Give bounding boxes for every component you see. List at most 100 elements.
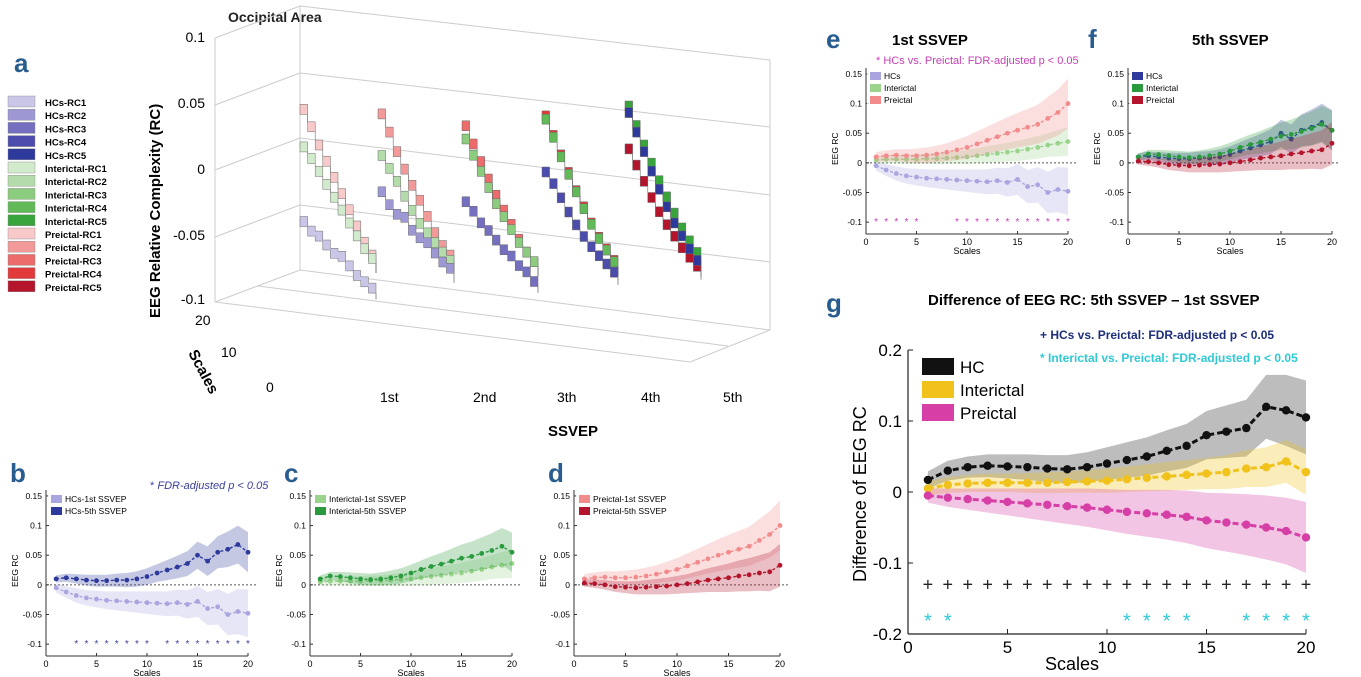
data-point bbox=[974, 153, 980, 159]
panel-f-title: 5th SSVEP bbox=[1192, 32, 1269, 49]
series-line bbox=[875, 165, 1069, 194]
y-tick-label: 0.1 bbox=[30, 521, 42, 531]
data-point bbox=[509, 549, 515, 555]
data-point bbox=[1242, 520, 1251, 529]
significance-marker: * bbox=[196, 639, 200, 650]
data-point bbox=[195, 599, 200, 604]
data-point bbox=[1045, 142, 1051, 148]
data-point bbox=[963, 479, 972, 488]
data-point bbox=[1197, 162, 1202, 168]
data-point bbox=[73, 576, 79, 582]
data-point bbox=[499, 543, 505, 549]
x-axis-label: Scales bbox=[133, 668, 161, 677]
data-point bbox=[581, 580, 587, 586]
legend-label: HCs-RC5 bbox=[45, 151, 87, 162]
data-point bbox=[664, 569, 670, 575]
data-point bbox=[1242, 464, 1251, 473]
y-tick-label: 0.2 bbox=[878, 341, 902, 360]
significance-marker: * bbox=[904, 217, 908, 228]
data-point bbox=[654, 571, 659, 577]
significance-marker: * bbox=[135, 639, 139, 650]
significance-marker-hc-vs-preictal: + bbox=[1142, 574, 1153, 594]
y-tick-label: -0.05 bbox=[23, 610, 43, 620]
significance-marker: * bbox=[955, 217, 959, 228]
legend-label: Preictal-5th SSVEP bbox=[593, 506, 667, 516]
legend-label: HCs-RC2 bbox=[45, 111, 86, 122]
panel-a-ssvep-tick: 1st bbox=[380, 389, 399, 405]
x-axis-label: Scales bbox=[663, 668, 691, 677]
data-point bbox=[1217, 151, 1223, 157]
data-point bbox=[1222, 518, 1231, 527]
panel-e-title: 1st SSVEP bbox=[892, 32, 968, 49]
data-point bbox=[1319, 147, 1325, 153]
y-tick-label: -0.1 bbox=[847, 217, 862, 227]
legend-label: Interictal-RC5 bbox=[45, 217, 107, 228]
data-point bbox=[726, 549, 731, 555]
y-tick-label: -0.2 bbox=[873, 625, 902, 644]
data-point bbox=[1102, 459, 1112, 468]
data-point bbox=[1005, 130, 1010, 136]
data-point bbox=[1262, 523, 1271, 532]
error-band bbox=[584, 543, 780, 595]
panel-letter-c: c bbox=[284, 458, 298, 488]
error-band bbox=[56, 583, 248, 638]
x-tick-label: 15 bbox=[1197, 638, 1216, 657]
panel-g: Difference of EEG RC: 5th SSVEP – 1st SS… bbox=[850, 292, 1315, 674]
data-point bbox=[893, 156, 899, 162]
data-point bbox=[873, 163, 879, 169]
data-point bbox=[1135, 154, 1141, 160]
data-point bbox=[777, 562, 783, 568]
data-point bbox=[408, 570, 414, 576]
legend-label: Preictal-RC2 bbox=[45, 243, 102, 254]
data-point bbox=[944, 149, 950, 155]
legend-swatch bbox=[7, 267, 36, 279]
y-axis-label: EEG RC bbox=[830, 132, 840, 165]
data-point bbox=[358, 576, 363, 582]
y-tick-label: 0 bbox=[301, 580, 306, 590]
significance-marker-hc-vs-preictal: + bbox=[1082, 574, 1093, 594]
y-tick-label: -0.05 bbox=[1105, 188, 1125, 198]
data-point bbox=[164, 567, 170, 573]
significance-marker: * bbox=[995, 217, 999, 228]
data-point bbox=[1156, 160, 1161, 166]
data-point bbox=[943, 466, 952, 475]
legend-label: Preictal-RC4 bbox=[45, 270, 102, 281]
data-point bbox=[1166, 153, 1172, 159]
panel-letter-a: a bbox=[14, 48, 29, 78]
data-point bbox=[1176, 154, 1182, 160]
significance-marker-hc-vs-preictal: + bbox=[1122, 574, 1133, 594]
data-point bbox=[974, 178, 980, 184]
data-point bbox=[1237, 159, 1243, 165]
data-point bbox=[1142, 473, 1152, 482]
legend-swatch bbox=[1132, 72, 1143, 80]
panel-a-box bbox=[214, 5, 771, 363]
significance-marker: * bbox=[1005, 217, 1009, 228]
significance-marker-hc-vs-preictal: + bbox=[1201, 574, 1212, 594]
data-point bbox=[943, 493, 952, 502]
significance-marker-hc-vs-preictal: + bbox=[1301, 574, 1312, 594]
error-band bbox=[876, 127, 1068, 165]
data-point bbox=[883, 167, 889, 173]
data-point bbox=[398, 577, 404, 582]
legend-swatch bbox=[7, 280, 36, 292]
legend-label: Preictal bbox=[960, 404, 1017, 423]
data-point bbox=[1043, 464, 1052, 473]
data-point bbox=[1025, 146, 1030, 152]
legend-box bbox=[48, 491, 168, 519]
error-band bbox=[876, 161, 1068, 216]
data-point bbox=[757, 570, 762, 576]
panel-letter-d: d bbox=[548, 458, 564, 488]
data-point bbox=[1043, 500, 1052, 509]
data-point bbox=[767, 532, 773, 537]
panel-a-scale-tick: 20 bbox=[195, 312, 211, 328]
legend-label: Interictal-RC2 bbox=[45, 177, 107, 188]
legend-swatch bbox=[51, 507, 62, 515]
data-point bbox=[1258, 139, 1263, 145]
data-point bbox=[1122, 455, 1132, 465]
data-point bbox=[943, 480, 952, 490]
significance-marker: * bbox=[105, 639, 109, 650]
data-point bbox=[215, 604, 221, 610]
data-point bbox=[736, 546, 742, 552]
data-point bbox=[954, 155, 960, 160]
x-tick-label: 0 bbox=[571, 659, 576, 669]
